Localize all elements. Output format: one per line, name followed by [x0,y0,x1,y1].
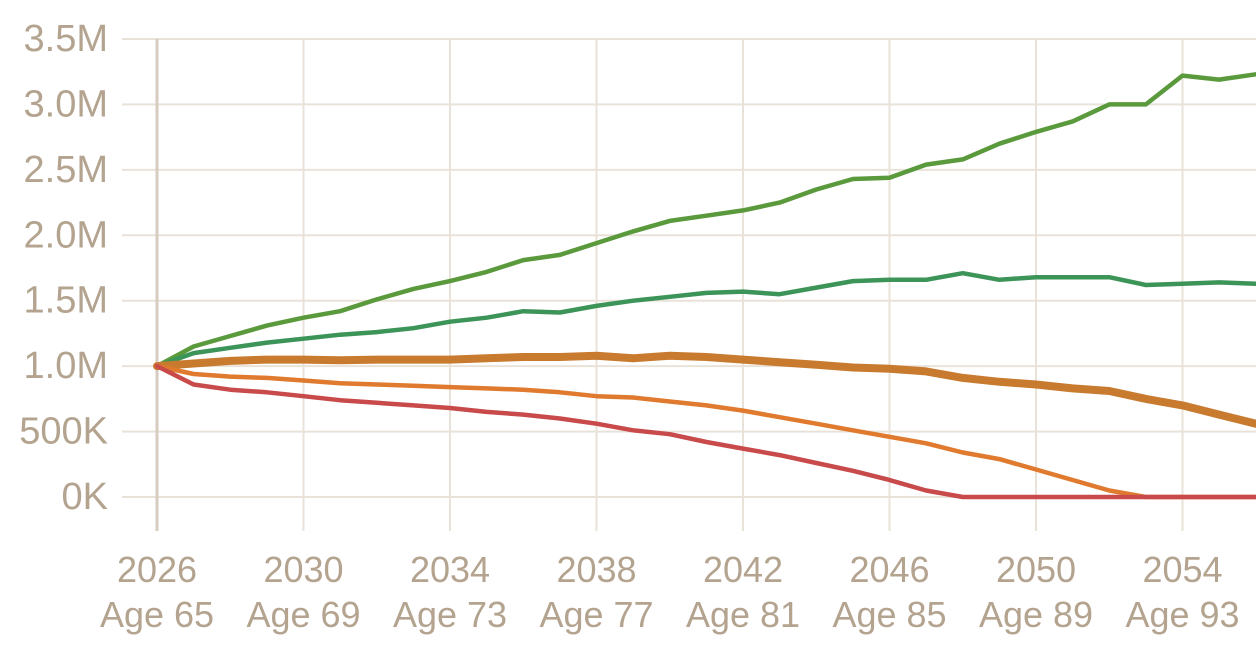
grid [122,38,1256,531]
x-tick-year-label: 2046 [849,549,929,590]
x-tick-year-label: 2050 [996,549,1076,590]
series-line-1 [154,72,1256,369]
x-tick-age-label: Age 77 [539,594,653,635]
y-tick-label: 0K [62,476,108,518]
x-tick-age-label: Age 81 [686,594,800,635]
y-tick-label: 2.0M [24,214,108,256]
y-tick-label: 3.5M [24,18,108,60]
series-line-5 [154,363,1256,500]
x-tick-age-label: Age 89 [979,594,1093,635]
x-tick-year-label: 2038 [556,549,636,590]
x-tick-year-label: 2054 [1142,549,1222,590]
y-tick-label: 1.0M [24,345,108,387]
y-tick-label: 3.0M [24,83,108,125]
x-tick-year-label: 2042 [703,549,783,590]
y-tick-label: 2.5M [24,149,108,191]
series-group [153,72,1256,500]
x-tick-age-label: Age 73 [393,594,507,635]
series-line-2 [154,270,1256,369]
y-axis-ticks: 0K 500K 1.0M 1.5M 2.0M 2.5M 3.0M 3.5M [19,18,108,518]
x-tick-year-label: 2030 [263,549,343,590]
series-line-4 [154,363,1256,500]
y-tick-label: 1.5M [24,280,108,322]
y-tick-label: 500K [19,411,108,453]
x-tick-age-label: Age 69 [246,594,360,635]
x-tick-age-label: Age 65 [100,594,214,635]
series-line-3 [153,351,1256,428]
x-tick-year-label: 2034 [410,549,490,590]
x-tick-age-label: Age 93 [1125,594,1239,635]
x-tick-age-label: Age 85 [832,594,946,635]
x-tick-year-label: 2026 [117,549,197,590]
